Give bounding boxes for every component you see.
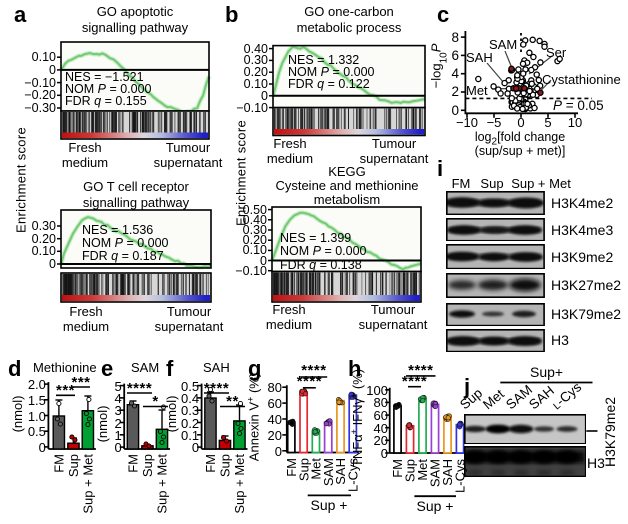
svg-text:L-Cys: L-Cys <box>346 458 361 492</box>
svg-text:Sup + Met: Sup + Met <box>81 454 96 514</box>
svg-text:SAH: SAH <box>333 458 348 485</box>
svg-text:Enrichment score: Enrichment score <box>14 127 29 233</box>
svg-text:(nmol): (nmol) <box>95 406 110 443</box>
svg-text:(nmol): (nmol) <box>10 396 25 433</box>
svg-text:Enrichment score: Enrichment score <box>234 120 249 226</box>
svg-text:Sup + Met: Sup + Met <box>232 454 247 514</box>
svg-text:SAH: SAH <box>526 383 557 412</box>
svg-text:FM: FM <box>52 454 67 473</box>
svg-text:H3K79me2: H3K79me2 <box>602 397 618 467</box>
svg-text:FM: FM <box>284 458 299 477</box>
svg-text:Met: Met <box>415 459 430 481</box>
svg-text:Sup: Sup <box>218 454 233 477</box>
svg-text:SAM: SAM <box>321 458 336 486</box>
svg-text:SAM: SAM <box>428 459 443 487</box>
svg-text:Annexin V+ (%): Annexin V+ (%) <box>246 373 262 461</box>
svg-text:−log10P: −log10P <box>429 43 450 88</box>
svg-text:Met: Met <box>309 458 324 480</box>
svg-text:Sup: Sup <box>403 459 418 482</box>
svg-text:Sup: Sup <box>66 454 81 477</box>
svg-text:Met: Met <box>480 386 507 412</box>
svg-text:Sup + Met: Sup + Met <box>155 454 170 514</box>
svg-text:(nmol): (nmol) <box>164 396 179 433</box>
svg-text:FM: FM <box>390 459 405 478</box>
svg-text:Sup: Sup <box>140 454 155 477</box>
svg-text:L-Cys: L-Cys <box>453 459 468 493</box>
svg-text:L-Cys: L-Cys <box>549 379 584 412</box>
svg-text:TNFα+ IFNγ+ (%): TNFα+ IFNγ+ (%) <box>349 369 365 467</box>
svg-text:SAH: SAH <box>440 459 455 486</box>
svg-text:FM: FM <box>203 454 218 473</box>
svg-text:FM: FM <box>126 454 141 473</box>
svg-text:Sup: Sup <box>296 458 311 481</box>
